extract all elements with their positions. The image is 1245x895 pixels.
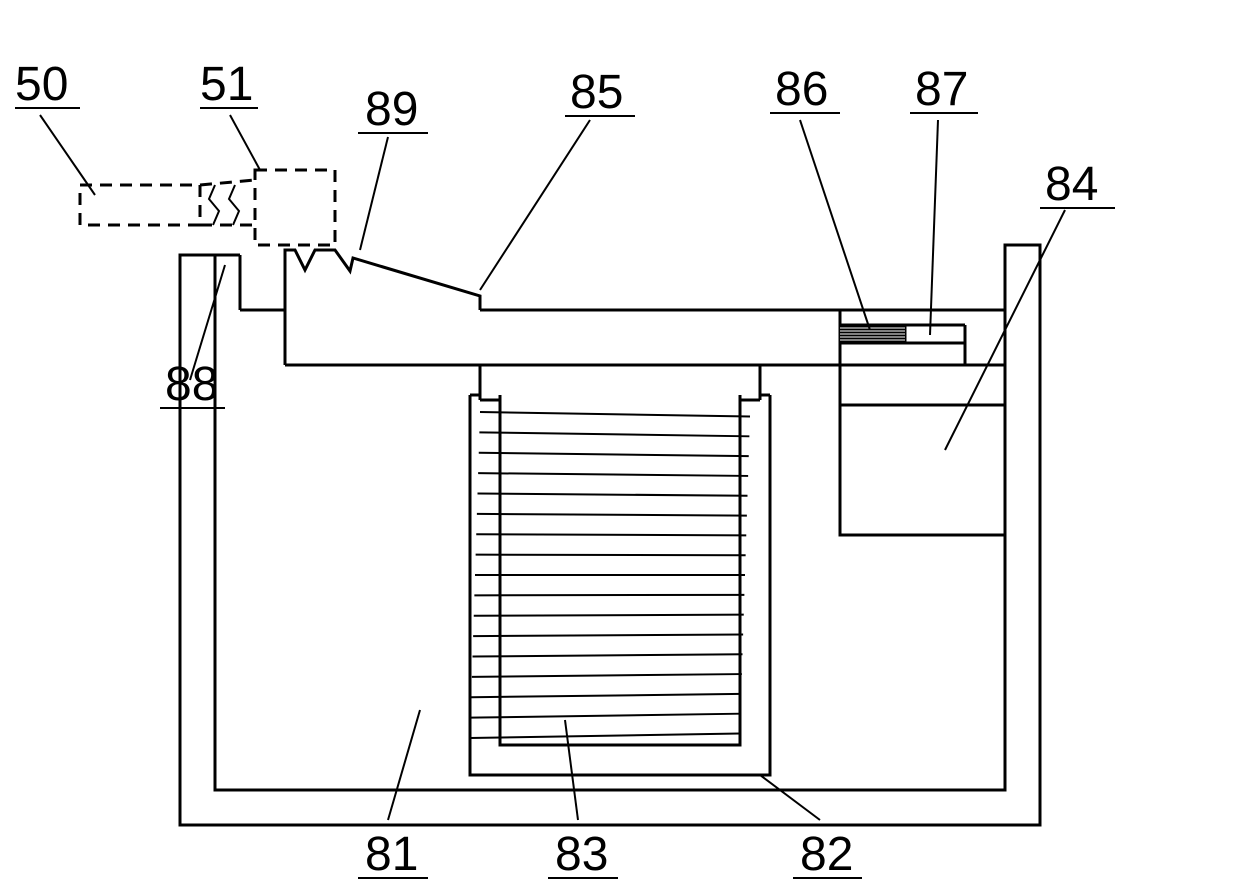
- block-84: [840, 405, 1005, 535]
- leader-87: [930, 120, 938, 335]
- label-50: 50: [15, 58, 68, 111]
- label-86: 86: [775, 63, 828, 116]
- funnel-89-85: [285, 250, 480, 310]
- label-81: 81: [365, 828, 418, 881]
- dashed-arm-50: [80, 185, 200, 225]
- label-88: 88: [165, 358, 218, 411]
- leader-83: [565, 720, 578, 820]
- dashed-head-51: [255, 170, 335, 245]
- leader-86: [800, 120, 870, 330]
- leader-51: [230, 115, 260, 170]
- leader-81: [388, 710, 420, 820]
- label-89: 89: [365, 83, 418, 136]
- label-82: 82: [800, 828, 853, 881]
- label-87: 87: [915, 63, 968, 116]
- label-83: 83: [555, 828, 608, 881]
- label-84: 84: [1045, 158, 1098, 211]
- leader-89: [360, 137, 388, 250]
- leader-82: [760, 775, 820, 820]
- label-85: 85: [570, 66, 623, 119]
- leader-50: [40, 115, 95, 195]
- technical-drawing: 50 51 81 82 83 84 85 86 87 88 89: [0, 0, 1245, 895]
- leader-85: [480, 120, 590, 290]
- label-51: 51: [200, 58, 253, 111]
- vessel-82: [470, 395, 770, 775]
